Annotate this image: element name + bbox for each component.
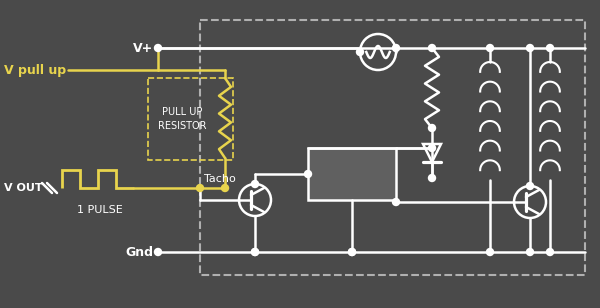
- Circle shape: [197, 184, 203, 192]
- Circle shape: [392, 44, 400, 51]
- Text: Gnd: Gnd: [125, 245, 153, 258]
- Circle shape: [221, 184, 229, 192]
- Text: V+: V+: [133, 42, 153, 55]
- Circle shape: [527, 183, 533, 189]
- Circle shape: [305, 171, 311, 177]
- Circle shape: [251, 249, 259, 256]
- Circle shape: [487, 44, 493, 51]
- Circle shape: [487, 249, 493, 256]
- Text: 1 PULSE: 1 PULSE: [77, 205, 123, 215]
- Bar: [308, 148, 396, 200]
- Circle shape: [251, 249, 259, 256]
- Text: PULL UP
RESISTOR: PULL UP RESISTOR: [158, 107, 207, 131]
- Circle shape: [428, 44, 436, 51]
- Text: Tacho: Tacho: [204, 174, 236, 184]
- Circle shape: [527, 44, 533, 51]
- Circle shape: [356, 48, 364, 55]
- Text: V pull up: V pull up: [4, 63, 66, 76]
- Circle shape: [349, 249, 355, 256]
- Circle shape: [155, 249, 161, 256]
- Circle shape: [392, 198, 400, 205]
- Circle shape: [547, 44, 554, 51]
- Circle shape: [428, 124, 436, 132]
- Text: V OUT: V OUT: [4, 183, 43, 193]
- Circle shape: [527, 249, 533, 256]
- Circle shape: [251, 180, 259, 188]
- Circle shape: [547, 249, 554, 256]
- Circle shape: [428, 175, 436, 181]
- Circle shape: [349, 249, 355, 256]
- Circle shape: [428, 144, 436, 152]
- Circle shape: [155, 44, 161, 51]
